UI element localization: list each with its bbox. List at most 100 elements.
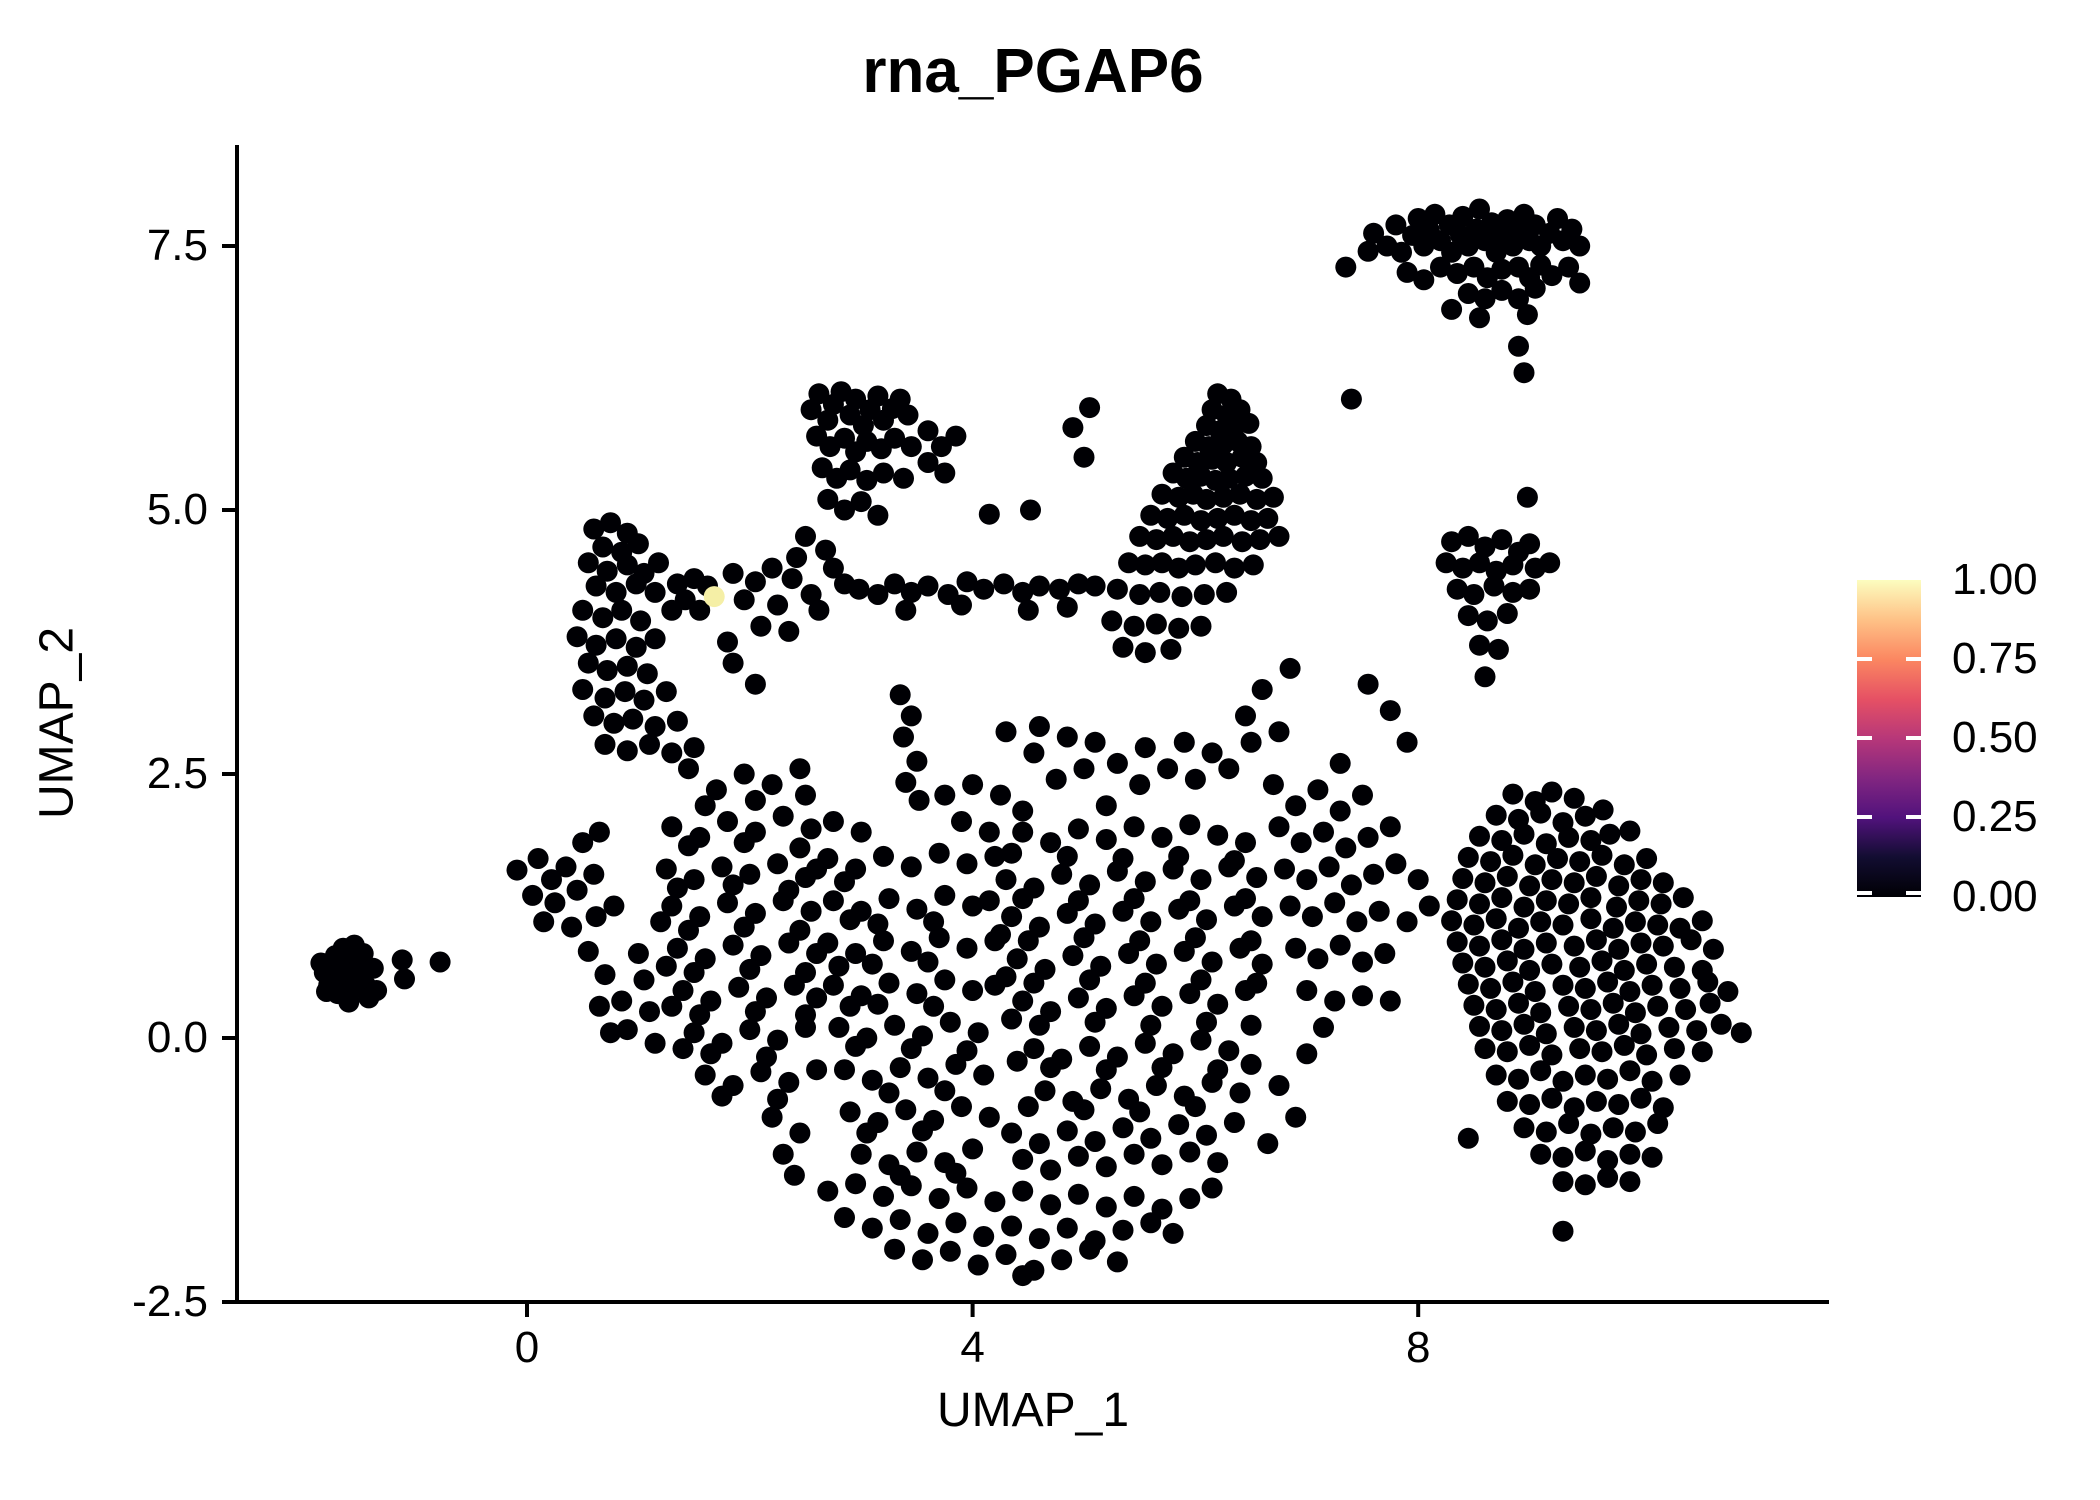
data-point <box>1324 892 1346 914</box>
data-point <box>1457 525 1479 547</box>
y-tick-label: 2.5 <box>146 749 208 798</box>
data-point <box>1519 533 1541 555</box>
data-point <box>1624 911 1646 933</box>
data-point <box>822 811 844 832</box>
data-point <box>778 620 800 642</box>
data-point <box>778 1071 800 1093</box>
data-point <box>722 874 744 896</box>
data-point <box>973 1226 995 1247</box>
data-point <box>594 687 616 709</box>
data-point <box>1608 938 1630 960</box>
data-point <box>1279 895 1301 917</box>
data-point <box>1675 999 1697 1020</box>
data-point <box>1118 552 1140 574</box>
data-point <box>1487 638 1509 660</box>
data-point <box>1435 552 1457 574</box>
data-point <box>666 710 688 732</box>
data-point <box>1592 799 1614 821</box>
data-point <box>900 1175 922 1197</box>
data-point <box>577 552 599 574</box>
data-point <box>767 853 789 875</box>
data-point <box>1040 1159 1062 1181</box>
data-point <box>1552 1220 1574 1242</box>
data-point <box>678 919 699 941</box>
data-point <box>1591 950 1613 972</box>
data-point <box>694 1064 716 1086</box>
data-point <box>1591 844 1613 866</box>
data-point <box>1485 1064 1507 1086</box>
data-point <box>1710 1013 1732 1035</box>
data-point <box>352 943 374 964</box>
data-point <box>1257 1133 1279 1155</box>
data-point <box>1212 486 1234 508</box>
data-point <box>630 610 652 632</box>
data-point <box>808 599 830 621</box>
colorbar-tick-0.50-left <box>1857 736 1872 740</box>
data-point <box>603 712 625 734</box>
data-point <box>781 568 803 590</box>
data-point <box>1580 1123 1602 1145</box>
data-point <box>1162 858 1184 880</box>
data-point <box>1352 951 1373 973</box>
data-point <box>683 737 705 759</box>
data-point <box>600 512 621 534</box>
data-point <box>1006 1050 1028 1072</box>
data-point <box>1652 1097 1674 1119</box>
data-point <box>1463 914 1485 936</box>
data-point <box>1218 467 1240 489</box>
data-point <box>1519 959 1541 981</box>
data-point <box>1608 875 1630 897</box>
data-point <box>1650 893 1672 915</box>
data-point <box>1574 1174 1596 1196</box>
data-point <box>1067 987 1089 1009</box>
data-point <box>795 525 816 547</box>
data-point <box>700 1043 722 1065</box>
data-point <box>1563 1097 1585 1119</box>
data-point <box>1084 731 1106 753</box>
data-point <box>722 562 744 584</box>
data-point <box>739 958 761 980</box>
data-point <box>923 995 945 1017</box>
data-point <box>1201 1177 1223 1199</box>
data-point <box>1513 823 1535 845</box>
data-point <box>555 856 577 878</box>
data-point <box>1112 636 1134 658</box>
data-point <box>1491 887 1513 909</box>
x-tick-label: 4 <box>960 1323 985 1372</box>
data-point <box>1363 222 1385 244</box>
data-point <box>772 805 794 827</box>
data-point <box>817 848 839 869</box>
data-point <box>912 1249 933 1271</box>
data-point <box>544 892 566 914</box>
data-point <box>1040 832 1062 854</box>
legend-label-0.75: 0.75 <box>1952 634 2038 683</box>
data-point <box>1179 983 1201 1005</box>
data-point <box>884 427 906 449</box>
data-point <box>1491 929 1513 951</box>
y-tick-label: 7.5 <box>146 221 208 270</box>
data-point <box>1329 752 1351 774</box>
data-point <box>1151 826 1173 848</box>
data-point <box>878 888 900 910</box>
data-point <box>1168 557 1190 579</box>
data-point <box>1524 981 1546 1002</box>
data-point <box>828 955 850 977</box>
data-point <box>1602 1117 1624 1139</box>
data-point <box>678 758 699 780</box>
data-point <box>1095 829 1117 850</box>
data-point <box>895 1099 917 1121</box>
data-point <box>1301 906 1323 928</box>
data-point <box>616 554 638 576</box>
data-point <box>1569 1038 1591 1060</box>
data-point <box>1020 499 1041 521</box>
data-point <box>1123 615 1145 637</box>
data-point <box>711 856 733 878</box>
data-point <box>873 462 894 484</box>
data-point <box>1441 298 1463 320</box>
data-point <box>1663 1038 1685 1060</box>
data-point <box>1730 1022 1752 1044</box>
data-point <box>1491 258 1513 280</box>
data-point <box>1240 1014 1262 1036</box>
data-point <box>834 871 855 893</box>
data-point <box>1552 914 1574 936</box>
